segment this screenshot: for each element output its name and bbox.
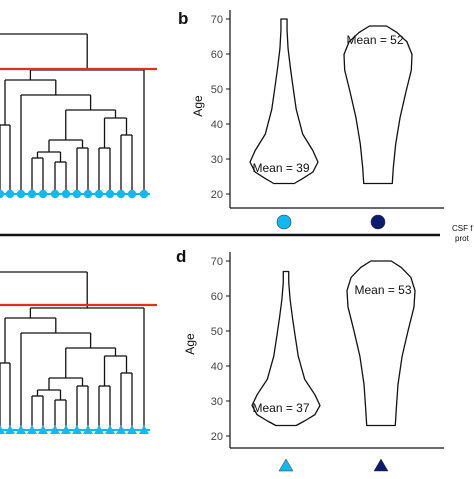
y-tick-label: 30: [211, 154, 223, 166]
leaf-marker-triangle: [72, 425, 82, 434]
panel-label-d: d: [176, 247, 186, 266]
violin-plot-d: 20 30 40 50 60 70 Mean = 37 Mean = 53: [211, 252, 444, 472]
leaf-marker-circle: [127, 189, 137, 199]
leaf-marker-circle: [16, 189, 26, 199]
leaf-marker-triangle: [139, 425, 149, 434]
leaf-marker-triangle: [0, 425, 5, 434]
leaf-marker-triangle: [38, 425, 48, 434]
y-axis-title-d: Age: [183, 333, 197, 355]
y-tick-label: 50: [211, 84, 223, 96]
leaf-marker-triangle: [61, 425, 71, 434]
y-tick-label: 40: [211, 361, 223, 373]
y-tick-label: 30: [211, 396, 223, 408]
violin-shape: [249, 18, 319, 185]
leaf-marker-circle: [72, 189, 82, 199]
violin-plot-b: 20 30 40 50 60 70 Mean = 39 Mean = 52: [211, 10, 444, 230]
category-marker-triangle: [373, 458, 389, 472]
y-axis-title-b: Age: [191, 95, 205, 117]
category-marker-circle: [370, 214, 386, 230]
violin-shape: [251, 270, 321, 427]
y-tick-label: 60: [211, 291, 223, 303]
leaf-marker-circle: [0, 189, 5, 199]
leaf-marker-triangle: [105, 425, 115, 434]
leaf-marker-triangle: [5, 425, 15, 434]
y-tick-label: 70: [211, 14, 223, 26]
violin-shape: [343, 25, 413, 185]
category-marker-triangle: [278, 458, 294, 472]
leaf-marker-triangle: [127, 425, 137, 434]
leaf-marker-triangle: [27, 425, 37, 434]
leaf-marker-circle: [105, 189, 115, 199]
leaf-marker-circle: [61, 189, 71, 199]
y-tick-label: 40: [211, 119, 223, 131]
mean-label: Mean = 52: [346, 33, 403, 47]
leaf-marker-circle: [94, 189, 104, 199]
y-tick-label: 50: [211, 326, 223, 338]
leaf-marker-triangle: [116, 425, 126, 434]
leaf-marker-triangle: [83, 425, 93, 434]
leaf-marker-circle: [50, 189, 60, 199]
leaf-marker-circle: [27, 189, 37, 199]
y-tick-label: 20: [211, 431, 223, 443]
legend-label-line-2: prot: [455, 234, 470, 243]
leaf-marker-circle: [139, 189, 149, 199]
leaf-marker-circle: [5, 189, 15, 199]
mean-label: Mean = 39: [252, 161, 309, 175]
leaf-marker-circle: [116, 189, 126, 199]
category-marker-circle: [276, 214, 292, 230]
mean-label: Mean = 53: [354, 283, 411, 297]
legend-label-line-1: CSF f: [452, 224, 473, 233]
leaf-marker-circle: [83, 189, 93, 199]
y-tick-label: 70: [211, 256, 223, 268]
y-tick-label: 60: [211, 49, 223, 61]
dendrogram-c: [0, 271, 157, 434]
violin-shape: [346, 260, 416, 427]
leaf-marker-triangle: [94, 425, 104, 434]
leaf-marker-circle: [38, 189, 48, 199]
mean-label: Mean = 37: [252, 401, 309, 415]
panel-label-b: b: [178, 9, 188, 28]
y-tick-label: 20: [211, 189, 223, 201]
leaf-marker-triangle: [50, 425, 60, 434]
dendrogram-a: [0, 33, 157, 199]
leaf-marker-triangle: [16, 425, 26, 434]
